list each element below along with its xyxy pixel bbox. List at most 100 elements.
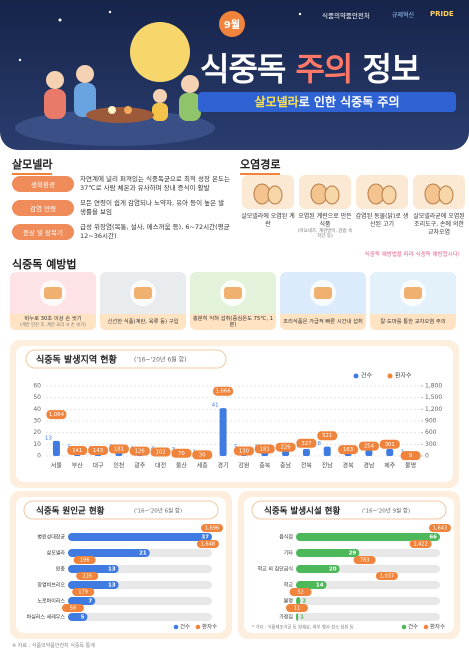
patient-label: 1,037 [380, 574, 394, 580]
patient-label: 1,648 [201, 542, 215, 548]
category-label: 원충 [56, 566, 66, 573]
patient-bubble [379, 439, 400, 449]
bar [219, 408, 227, 456]
route-icon [356, 175, 408, 209]
prevention-drawing [310, 280, 336, 306]
category-label: 학교 [284, 582, 294, 589]
title-part: 정보 [362, 50, 421, 88]
prevention-card: 비누로 30초 이상 손 씻기 (계란 만진 후, 계란 요리 시 손 씻기) [10, 272, 96, 330]
patient-label: 102 [156, 450, 166, 456]
prevention-caption: 칼·도마를 통한 교차오염 주의 [370, 314, 456, 330]
route-icon [242, 175, 294, 209]
patient-bubble [150, 447, 171, 457]
category-label: 살모넬라 [47, 550, 66, 557]
row-text: 자연계에 널리 퍼져있는 식중독균으로 최적 성장 온도는 37℃로 사람 체온… [80, 175, 230, 192]
bar [52, 440, 60, 456]
route-text: 살모넬라균에 오염된 조리도구, 손에 의한 교차오염 [413, 213, 465, 236]
prevention-caption: 신선한 식품(계란, 육류 등) 구입 [100, 314, 186, 330]
legend-swatch [173, 624, 179, 630]
category-label: 불명 [284, 598, 293, 605]
patient-label: 141 [72, 448, 82, 454]
prevention-text: 조리식품은 가급적 빠른 시간내 섭취 [283, 318, 363, 325]
patient-label: 254 [364, 444, 375, 450]
patient-bubble [196, 540, 219, 548]
legend-label: 환자수 [202, 623, 217, 631]
chart: 식중독 발생지역 현황 ('16~'20년 6월 합)01020304050600… [16, 346, 453, 482]
bar [68, 597, 96, 605]
patient-bubble [409, 540, 432, 548]
row-label: 생육환경 [12, 176, 74, 192]
x-tick-label: 울산 [176, 462, 188, 470]
patient-label: 1,422 [413, 542, 427, 548]
month-badge [219, 11, 245, 37]
star [298, 12, 302, 16]
prevention-card: 충분히 익혀 섭취(중심온도 75℃, 1분) [190, 272, 276, 330]
y2-tick-label: 1,200 [425, 406, 442, 413]
category-label: 음식점 [279, 534, 293, 541]
x-tick-label: 대구 [93, 462, 105, 470]
x-tick-label: 불명 [405, 462, 416, 470]
patient-label: 163 [343, 447, 353, 453]
count-label: 14 [316, 583, 324, 589]
bar-track [296, 613, 440, 621]
prevention-card: 조리식품은 가급적 빠른 시간내 섭취 [280, 272, 366, 330]
x-tick-label: 경북 [343, 463, 355, 470]
badge: 규제혁신 [392, 12, 415, 19]
title-pill [25, 349, 227, 369]
section-heading: 살모넬라 [12, 156, 53, 175]
family [44, 65, 201, 121]
prevention-caption: 비누로 30초 이상 손 씻기 (계란 만진 후, 계란 요리 시 손 씻기) [10, 314, 96, 330]
title: 식중독 주의 정보 [200, 44, 421, 90]
patient-label: 301 [385, 442, 395, 448]
y-tick-label: 60 [33, 383, 41, 390]
bar [68, 613, 88, 621]
count-label: 21 [139, 551, 147, 557]
section-heading: 오염경로 [240, 156, 281, 175]
legend-label: 환자수 [395, 372, 412, 380]
org: 식품의약품안전처 [322, 12, 370, 20]
bar [68, 565, 119, 573]
patient-bubble [289, 588, 312, 596]
patient-label: 196 [80, 558, 90, 564]
patient-label: 1,643 [433, 526, 447, 532]
patient-bubble [88, 445, 109, 455]
legend-label: 환자수 [430, 623, 445, 631]
subtitle: 살모넬라로 인한 식중독 주의 [198, 92, 456, 112]
x-tick-label: 충남 [280, 462, 292, 470]
prevention-drawing [40, 280, 66, 306]
category-label: 가정집 [279, 614, 293, 621]
patient-label: 521 [322, 433, 332, 439]
legend-swatch [353, 373, 359, 379]
legend-label: 건수 [361, 372, 373, 380]
y-tick-label: 10 [33, 441, 41, 448]
patient-label: 11 [294, 606, 300, 612]
bar-track [296, 597, 440, 605]
patient-label: 143 [93, 448, 103, 454]
route-drawing [253, 183, 283, 205]
y2-tick-label: 600 [425, 429, 437, 436]
count-label: 29 [349, 551, 357, 557]
badge: PRIDE [430, 10, 454, 18]
patient-bubble [285, 604, 308, 612]
prevention-drawing [130, 280, 156, 306]
patient-bubble [171, 448, 192, 458]
patient-bubble [72, 588, 95, 596]
patient-bubble [213, 386, 234, 396]
row-text: 급성 위장염(복통, 설사, 메스꺼움 등), 6~72시간(평균 12~36시… [80, 223, 230, 240]
y-tick-label: 30 [33, 418, 41, 425]
food [108, 106, 116, 114]
row-label: 증상 및 잠복기 [12, 224, 74, 240]
patient-bubble [46, 410, 67, 420]
bar [386, 449, 394, 456]
y-tick-label: 20 [33, 429, 41, 436]
x-tick-label: 경기 [218, 462, 229, 470]
x-tick-label: 전남 [322, 462, 334, 470]
bar-track [68, 597, 212, 605]
bar [302, 449, 310, 456]
patient-bubble [192, 450, 213, 460]
month: 9월 [223, 20, 241, 31]
y-tick-label: 50 [33, 394, 41, 401]
title-pill [23, 500, 219, 520]
prevention-text: 신선한 식품(계란, 육류 등) 구입 [107, 318, 179, 325]
